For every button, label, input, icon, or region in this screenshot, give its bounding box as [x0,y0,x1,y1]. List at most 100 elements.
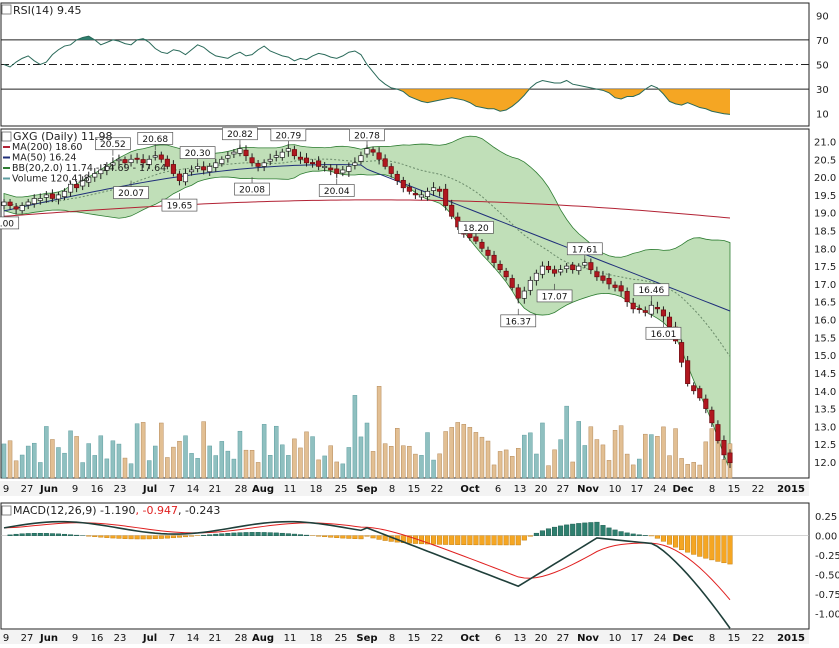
macd-histogram-bar [171,536,176,538]
price-tick-label: 14.5 [814,369,836,380]
macd-histogram-bar [631,534,636,536]
volume-bar [674,429,678,478]
macd-histogram-bar [189,536,194,537]
price-annotation: 17.07 [542,292,568,302]
candle-body [26,202,30,205]
volume-bar [171,447,175,478]
candle-body [50,194,54,198]
candle-body [625,291,629,301]
price-tick-label: 18.0 [814,244,836,255]
macd-histogram-bar [129,536,134,539]
x-axis-bottom-label: 28 [235,633,248,644]
volume-bar [486,441,490,478]
price-tick-label: 14.0 [814,387,836,398]
volume-bar [607,460,611,478]
macd-histogram-bar [213,534,218,536]
candle-body [171,164,175,173]
macd-histogram-bar [292,534,297,536]
macd-histogram-bar [522,536,527,540]
volume-bar [153,446,157,478]
candle-body [450,205,454,216]
macd-tick-label: -1.00 [815,609,839,620]
macd-histogram-bar [304,535,309,536]
x-axis-top-label: 16 [91,484,104,495]
volume-bar [347,447,351,478]
macd-histogram-bar [371,536,376,538]
macd-histogram-bar [595,522,600,536]
volume-bar [643,434,647,478]
volume-bar [462,424,466,478]
volume-bar [292,439,296,478]
volume-bar [87,444,91,478]
volume-bar [504,450,508,478]
x-axis-top-label: Nov [577,484,599,495]
macd-histogram-bar [685,536,690,553]
macd-histogram-bar [347,536,352,539]
macd-histogram-bar [661,536,666,542]
macd-histogram-bar [728,536,733,564]
volume-bar [540,423,544,478]
macd-hist-value: , -0.243 [178,504,220,517]
macd-histogram-bar [262,532,267,535]
volume-bar [553,450,557,478]
candle-body [250,158,254,163]
x-axis-bottom-label: 14 [187,633,200,644]
volume-bar [625,454,629,478]
volume-bar [147,461,151,478]
candle-body [643,311,647,313]
candle-body [607,278,611,284]
rsi-collapse-box [2,5,11,14]
volume-bar [75,436,79,478]
macd-title: MACD(12,26,9) -1.190, -0.947, -0.243 [13,504,220,517]
macd-histogram-bar [558,526,563,536]
x-axis-bottom-label: Oct [460,633,479,644]
price-tick-label: 20.5 [814,155,836,166]
volume-bar [480,437,484,478]
candle-body [564,266,568,269]
volume-bar [32,443,36,478]
candle-body [8,202,12,206]
macd-histogram-bar [86,536,91,537]
x-axis-top-label: 10 [609,484,622,495]
price-annotation: 16.37 [505,317,531,327]
price-tick-label: 18.5 [814,226,836,237]
candle-body [613,285,617,287]
rsi-tick-label: 70 [816,36,829,47]
candle-body [716,425,720,441]
price-annotation: 20.68 [142,135,168,145]
macd-histogram-bar [474,536,479,545]
x-axis-bottom-label: 8 [389,633,395,644]
macd-histogram-bar [147,536,152,539]
macd-histogram-bar [625,533,630,536]
x-axis-top-label: 23 [114,484,127,495]
price-annotation: 9.00 [0,219,14,229]
volume-bar [238,431,242,478]
candle-body [492,255,496,262]
candle-body [649,305,653,314]
macd-histogram-bar [274,533,279,536]
macd-histogram-bar [74,535,79,536]
x-axis-top-label: 25 [335,484,348,495]
volume-bar [438,454,442,478]
macd-histogram-bar [583,523,588,536]
volume-bar [619,426,623,478]
price-annotation: 20.04 [324,187,350,197]
candle-body [195,166,199,168]
macd-histogram-bar [153,536,158,539]
volume-bar [202,422,206,478]
macd-histogram-bar [468,536,473,545]
macd-histogram-bar [365,536,370,537]
volume-bar [135,424,139,478]
macd-histogram-bar [20,534,25,536]
candle-body [280,152,284,157]
x-axis-bottom-label: 15 [728,633,741,644]
volume-bar [274,426,278,478]
candle-body [183,174,187,182]
volume-bar [208,446,212,478]
x-axis-top-label: Jun [39,484,58,495]
volume-bar [105,459,109,478]
macd-collapse-box [2,506,11,515]
price-tick-label: 17.5 [814,262,836,273]
volume-bar [81,463,85,478]
